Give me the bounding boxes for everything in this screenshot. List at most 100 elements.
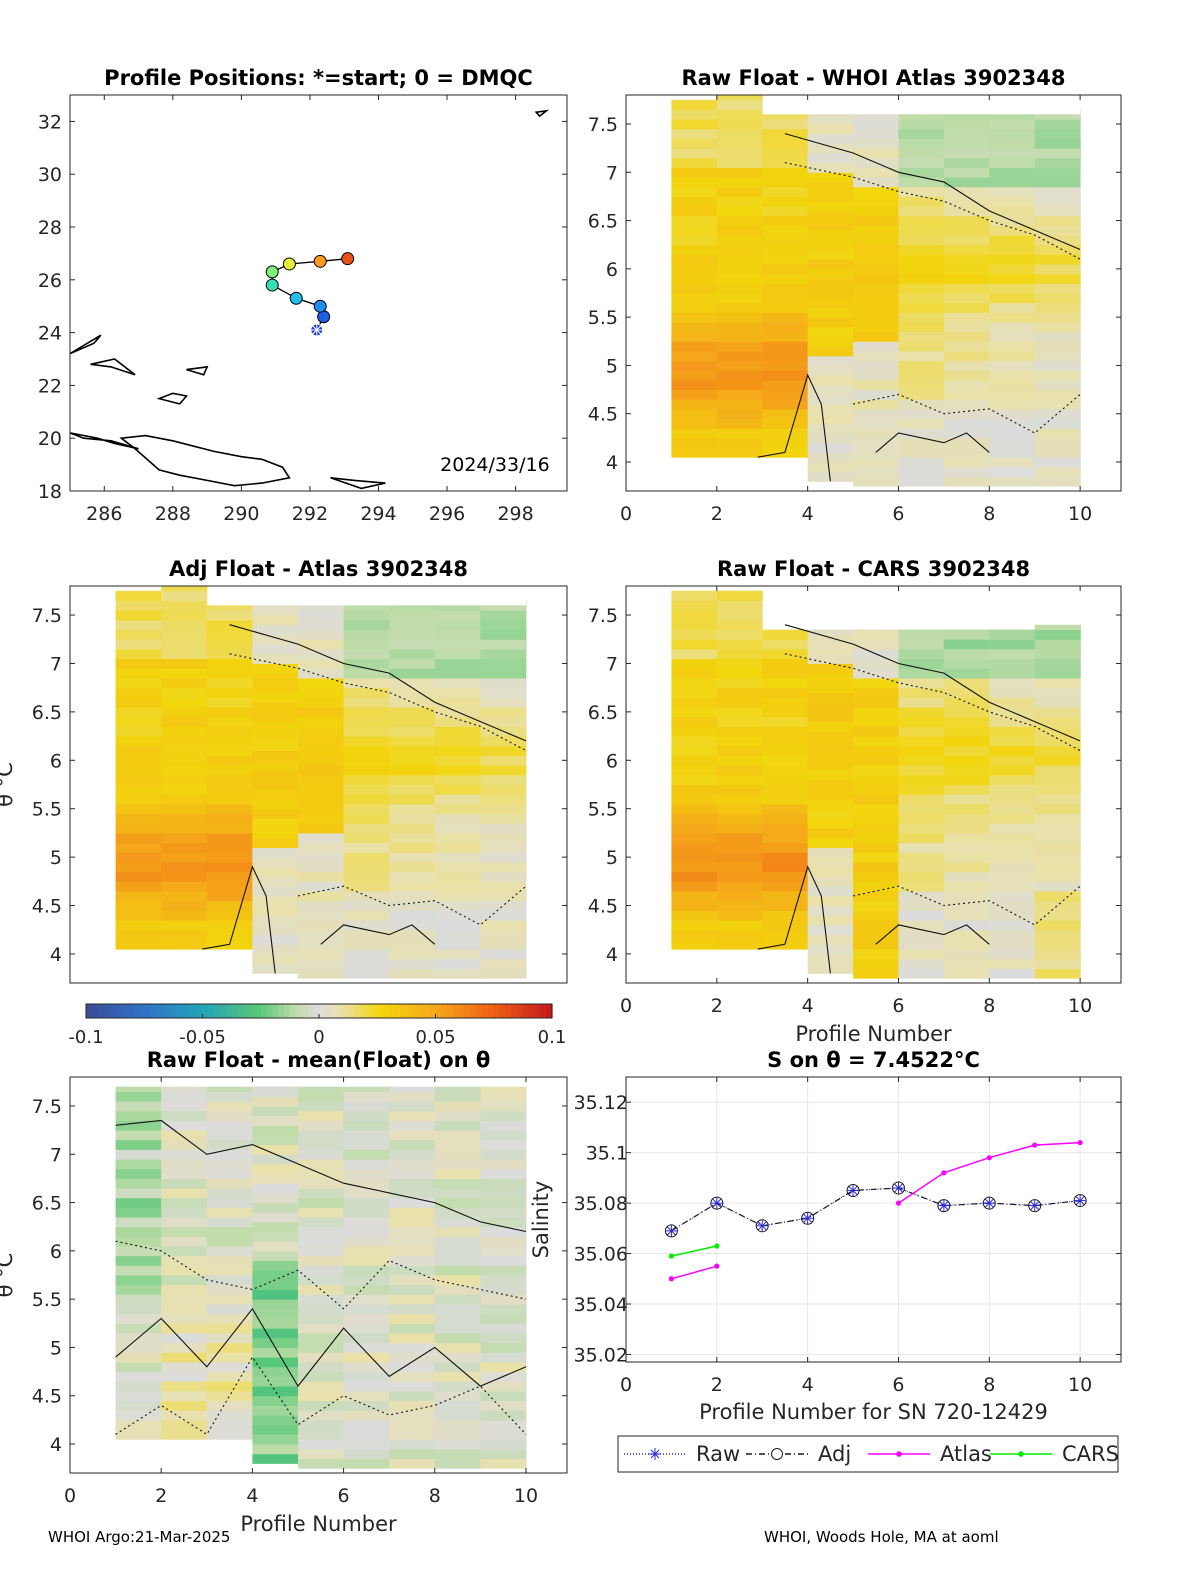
heatmap-cell bbox=[853, 264, 899, 275]
heatmap-cell bbox=[343, 687, 390, 698]
heatmap-cell bbox=[1034, 215, 1081, 226]
heatmap-cell bbox=[1080, 264, 1081, 275]
heatmap-cell bbox=[480, 736, 527, 747]
colorbar-cell bbox=[336, 1004, 343, 1018]
heatmap-cell bbox=[115, 1101, 162, 1112]
heatmap-cell bbox=[943, 891, 990, 902]
colorbar-cell bbox=[470, 1004, 477, 1018]
heatmap-cell bbox=[206, 629, 253, 640]
heatmap-cell bbox=[943, 823, 990, 834]
heatmap-cell bbox=[252, 1086, 299, 1088]
heatmap-cell bbox=[853, 813, 899, 824]
heatmap-cell bbox=[297, 832, 345, 844]
heatmap-cell bbox=[297, 755, 345, 766]
heatmap-cell bbox=[480, 1246, 527, 1257]
heatmap-cell bbox=[389, 677, 436, 689]
heatmap-cell bbox=[943, 312, 990, 323]
heatmap-cell bbox=[762, 920, 809, 931]
heatmap-cell bbox=[115, 900, 162, 911]
y-tick-label: 7 bbox=[606, 162, 618, 184]
heatmap-cell bbox=[252, 1231, 299, 1242]
heatmap-cell bbox=[716, 765, 763, 776]
heatmap-cell bbox=[161, 745, 208, 756]
heatmap-cell bbox=[1080, 244, 1081, 255]
heatmap-cell bbox=[480, 1197, 527, 1208]
colorbar-cell bbox=[150, 1004, 157, 1018]
heatmap-cell bbox=[252, 1270, 299, 1281]
heatmap-cell bbox=[343, 677, 390, 689]
heatmap-cell bbox=[297, 1458, 345, 1469]
heatmap-cell bbox=[206, 745, 253, 756]
chart-title: Raw Float - WHOI Atlas 3902348 bbox=[681, 66, 1065, 90]
heatmap-cell bbox=[480, 1159, 527, 1170]
heatmap-cell bbox=[762, 302, 809, 313]
colorbar-cell bbox=[435, 1004, 442, 1018]
heatmap-cell bbox=[161, 677, 208, 689]
axes-frame bbox=[625, 94, 1122, 492]
heatmap-cell bbox=[1080, 466, 1081, 478]
heatmap-cell bbox=[1080, 341, 1081, 352]
heatmap-cell bbox=[989, 658, 1036, 669]
heatmap-cell bbox=[434, 891, 481, 902]
heatmap-cell bbox=[480, 881, 527, 892]
heatmap-cell bbox=[1034, 119, 1081, 130]
y-tick-label: 5.5 bbox=[32, 799, 62, 821]
heatmap-cell bbox=[853, 360, 899, 371]
heatmap-cell bbox=[1080, 157, 1081, 168]
heatmap-cell bbox=[1080, 293, 1081, 304]
heatmap-cell bbox=[853, 437, 899, 449]
heatmap-cell bbox=[525, 687, 527, 698]
heatmap-cell bbox=[252, 799, 299, 810]
heatmap-cell bbox=[525, 1236, 527, 1247]
heatmap-cell bbox=[716, 264, 763, 275]
heatmap-cell bbox=[115, 1410, 162, 1421]
heatmap-cell bbox=[671, 312, 718, 323]
heatmap-cell bbox=[206, 1275, 253, 1286]
heatmap-cell bbox=[1034, 745, 1081, 756]
heatmap-cell bbox=[716, 225, 763, 236]
heatmap-cell bbox=[343, 1130, 390, 1141]
heatmap-cell bbox=[434, 639, 481, 650]
heatmap-cell bbox=[434, 949, 481, 960]
heatmap-cell bbox=[343, 668, 390, 679]
y-tick-label: 35.1 bbox=[586, 1143, 628, 1165]
heatmap-cell bbox=[525, 910, 527, 921]
heatmap-cell bbox=[480, 1275, 527, 1286]
heatmap-cell bbox=[343, 658, 390, 669]
heatmap-cell bbox=[115, 832, 162, 844]
heatmap-cell bbox=[898, 765, 945, 776]
heatmap-cell bbox=[115, 891, 162, 902]
series-atlas-line bbox=[671, 1265, 718, 1280]
profile-point bbox=[313, 299, 327, 313]
heatmap-cell bbox=[716, 408, 763, 420]
heatmap-cell bbox=[161, 1352, 208, 1363]
y-tick-label: 5 bbox=[50, 847, 62, 869]
heatmap-cell bbox=[480, 1217, 527, 1228]
heatmap-cell bbox=[1034, 910, 1081, 921]
heatmap-cell bbox=[1080, 283, 1081, 294]
heatmap-cell bbox=[434, 1188, 481, 1199]
colorbar-cell bbox=[155, 1004, 163, 1018]
heatmap-cell bbox=[807, 201, 854, 212]
heatmap-cell bbox=[762, 842, 809, 853]
heatmap-cell bbox=[989, 177, 1036, 188]
heatmap-cell bbox=[943, 244, 990, 255]
profile-point bbox=[289, 291, 303, 305]
heatmap-cell bbox=[297, 784, 345, 795]
heatmap-cell bbox=[115, 600, 162, 611]
heatmap-cell bbox=[898, 157, 945, 168]
heatmap-cell bbox=[853, 466, 899, 478]
heatmap-cell bbox=[853, 658, 899, 669]
heatmap-cell bbox=[762, 639, 809, 650]
heatmap-cell bbox=[989, 283, 1036, 294]
y-tick-label: 24 bbox=[38, 323, 62, 345]
heatmap-cell bbox=[525, 1130, 527, 1141]
heatmap-cell bbox=[1080, 803, 1081, 815]
heatmap-cell bbox=[762, 823, 809, 834]
colorbar-cell bbox=[447, 1004, 454, 1018]
heatmap-cell bbox=[434, 832, 481, 844]
x-tick-label: 4 bbox=[246, 1485, 258, 1507]
heatmap-cell bbox=[943, 157, 990, 168]
x-tick-label: 4 bbox=[802, 995, 814, 1017]
heatmap-cell bbox=[206, 1091, 253, 1102]
